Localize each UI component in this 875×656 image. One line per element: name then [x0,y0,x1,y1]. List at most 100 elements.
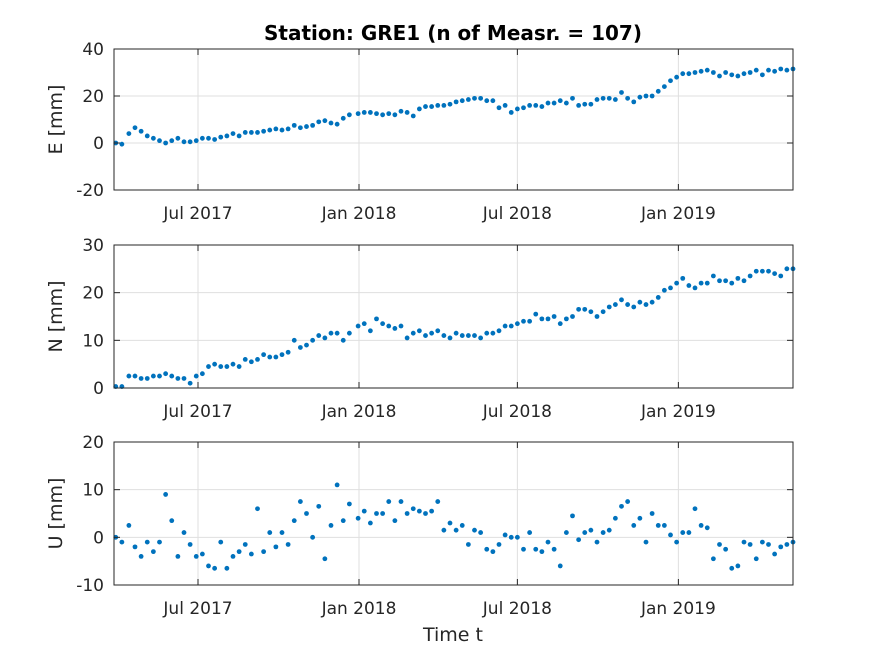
panel-e-data-point [355,111,361,117]
panel-e-data-point [478,95,484,101]
panel-u-data-point [242,542,248,547]
panel-e-ylabel: E [mm] [45,85,67,155]
panel-n-data-point [747,273,753,279]
panel-n-ytick-label: 0 [93,379,104,399]
panel-e-data-point [778,66,784,72]
panel-e-xtick-label: Jan 2018 [321,204,397,224]
panel-u-data-point [261,549,267,555]
panel-e-data-point [717,73,722,79]
panel-e-data-point [398,108,404,114]
panel-e-data-point [447,101,453,107]
panel-u-ytick-label: 20 [82,433,104,453]
panel-e-data-point [322,118,328,124]
panel-u-ytick-label: -10 [76,576,104,596]
panel-u-data-point [410,506,416,512]
panel-e-data-point [297,125,303,131]
panel-u-data-point [692,506,698,512]
panel-n-data-point [508,323,514,329]
panel-e-data-point [772,68,778,74]
panel-n-data-point [472,333,477,338]
panel-u-data-point [355,515,361,521]
panel-n-data-point [643,302,649,307]
panel-n-data-point [539,316,545,322]
panel-u-data-point [279,530,285,535]
panel-u-ylabel: U [mm] [45,478,67,550]
panel-u-data-point [772,551,778,557]
panel-e-data-point [150,135,156,141]
panel-e-data-point [261,128,267,134]
panel-u-data-point [138,554,144,559]
panel-u-data-point [423,511,428,516]
panel-u-data-point [163,492,169,497]
panel-u-data-point [582,530,588,535]
panel-u-data-point [119,539,125,545]
panel-n-data-point [236,364,242,369]
panel-u-data-point [416,508,422,514]
panel-u-data-point [386,499,392,504]
panel-e-data-point [367,110,373,115]
panel-u-data-point [588,527,594,533]
panel-e-data-point [508,110,514,115]
panel-n-data-point [212,361,218,367]
panel-u-data-point [478,530,484,535]
panel-u-data-point [310,534,316,540]
panel-u-data-point [297,499,303,504]
panel-n-yticks: 0 10 20 30 [82,236,793,399]
panel-u-xtick-label: Jul 2017 [162,599,232,619]
panel-n-data-point [686,283,692,288]
panel-n-data-point [784,266,790,272]
panel-n-data-point [674,280,680,286]
panel-u-data-point [655,523,661,528]
panel-n-data-point [380,321,386,327]
panel-n-data-point [297,345,303,350]
panel-u-data-point [570,513,575,519]
panel-n-data-point [704,280,710,286]
panel-u-data-point [236,549,242,555]
panel-u-data-point [361,508,367,514]
panel-e-data-point [212,137,218,142]
panel-u-background [114,442,793,585]
panel-n-data-point [199,371,205,377]
panel-n-data-point [649,299,655,305]
panel-n-data-point [600,309,606,315]
panel-u-data-point [374,511,379,516]
panel-e-data-point [441,103,447,108]
panel-u-data-point [484,546,490,552]
panel-n-data-point [661,287,667,293]
panel-u-data-point [686,530,692,535]
panel-u-data-point [649,511,655,516]
panel-n-data-point [346,330,352,336]
panel-e-data-point [606,95,612,101]
panel-n-data-point [187,380,193,386]
panel-n-data-point [181,376,187,381]
panel-n-data-point [698,280,704,286]
panel-n-data-point [478,335,484,341]
panel-u: -10 0 10 20 Jul 2017 Jan 2018 Jul 2018 Jan 201… [45,433,796,619]
panel-u-data-point [545,539,551,545]
panel-e: -20 0 20 40 Jul 2017 Jan 2018 Jul 2018 Jan 201… [45,40,796,224]
panel-e-data-point [735,73,741,79]
panel-e-data-point [291,122,297,128]
panel-e-xtick-label: Jan 2019 [640,204,716,224]
panel-n-data-point [502,323,508,329]
panel-n-data-point [429,330,435,336]
panel-e-data-point [551,100,557,106]
panel-e-data-point [410,113,416,119]
panel-u-yticks: -10 0 10 20 [76,433,793,596]
panel-n-data-point [138,376,144,381]
panel-n-data-point [753,268,759,274]
panel-u-data-point [759,539,765,545]
panel-u-data-point [273,544,279,550]
panel-n-data-point [361,321,367,327]
panel-e-data-point [619,90,624,95]
panel-u-data-point [441,527,447,533]
panel-n-data-point [193,373,199,379]
panel-u-data-point [661,523,667,528]
panel-n-data-point [169,373,175,379]
panel-e-ytick-label: 20 [82,87,104,107]
panel-n-data-point [334,330,340,336]
panel-e-data-point [465,97,471,102]
panel-n-data-point [631,304,637,310]
panel-n-data-point [328,330,334,336]
